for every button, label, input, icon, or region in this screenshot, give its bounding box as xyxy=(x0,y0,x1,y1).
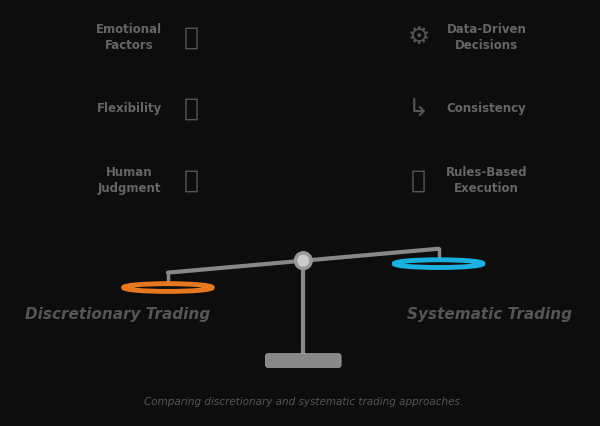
Text: Human
Judgment: Human Judgment xyxy=(97,166,161,195)
Text: 📋: 📋 xyxy=(184,97,199,121)
Text: Data-Driven
Decisions: Data-Driven Decisions xyxy=(446,23,526,52)
Text: Comparing discretionary and systematic trading approaches.: Comparing discretionary and systematic t… xyxy=(144,397,463,407)
Ellipse shape xyxy=(127,285,209,290)
Text: Consistency: Consistency xyxy=(446,102,526,115)
Text: Systematic Trading: Systematic Trading xyxy=(407,307,572,322)
Text: 📊: 📊 xyxy=(184,168,199,192)
Text: Discretionary Trading: Discretionary Trading xyxy=(25,307,210,322)
Text: ↳: ↳ xyxy=(408,97,429,121)
Circle shape xyxy=(295,252,312,270)
FancyBboxPatch shape xyxy=(265,354,341,367)
Text: 🔒: 🔒 xyxy=(184,25,199,49)
Ellipse shape xyxy=(398,261,479,266)
Text: Flexibility: Flexibility xyxy=(97,102,161,115)
Text: Rules-Based
Execution: Rules-Based Execution xyxy=(446,166,527,195)
Text: ⚙: ⚙ xyxy=(407,25,430,49)
Circle shape xyxy=(298,255,308,266)
Text: 🔧: 🔧 xyxy=(411,168,426,192)
Text: Emotional
Factors: Emotional Factors xyxy=(96,23,162,52)
